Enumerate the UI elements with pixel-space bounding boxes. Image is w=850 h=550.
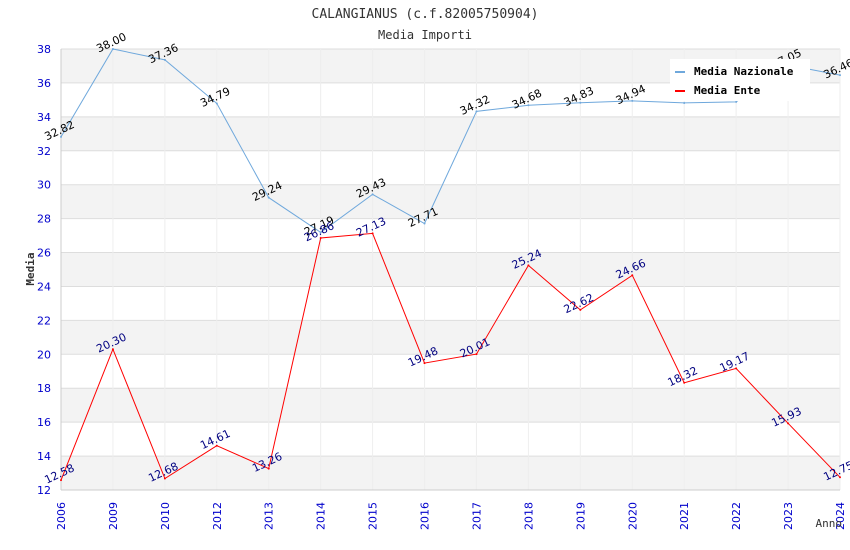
y-tick-label: 32 [37, 145, 51, 158]
data-point-media-nazionale [111, 48, 114, 50]
chart-title: CALANGIANUS (c.f.82005750904) [312, 7, 539, 22]
x-tick-label: 2012 [211, 502, 224, 530]
legend: Media Nazionale Media Ente [670, 59, 810, 101]
x-tick-label: 2006 [55, 502, 68, 530]
series-line-media-ente [60, 232, 841, 481]
data-label-media-ente: 14.61 [198, 427, 232, 452]
data-point-media-nazionale [475, 110, 478, 113]
x-tick-label: 2017 [470, 502, 483, 530]
data-point-media-ente [423, 362, 426, 365]
data-point-media-ente [839, 476, 841, 479]
x-axis-label: Anno [816, 517, 843, 530]
data-point-media-ente [527, 264, 530, 267]
data-point-media-ente [787, 422, 790, 425]
data-label-media-nazionale: 34.94 [614, 82, 648, 107]
data-point-media-nazionale [527, 104, 530, 107]
grid-band [61, 456, 840, 490]
y-tick-label: 14 [37, 450, 51, 463]
data-point-media-ente [579, 308, 582, 311]
y-tick-label: 38 [37, 43, 51, 56]
x-tick-label: 2014 [315, 502, 328, 530]
legend-label: Media Ente [694, 84, 761, 97]
data-point-media-ente [319, 236, 322, 239]
data-label-media-ente: 18.32 [666, 364, 700, 389]
chart-subtitle: Media Importi [378, 28, 472, 42]
y-tick-label: 16 [37, 416, 51, 429]
data-label-media-ente: 22.62 [562, 291, 596, 316]
y-tick-label: 18 [37, 382, 51, 395]
data-label-media-nazionale: 34.68 [510, 87, 544, 112]
data-point-media-nazionale [267, 196, 270, 199]
data-point-media-nazionale [839, 74, 841, 77]
grid-bands [61, 49, 840, 490]
y-axis-ticks: 12 14 16 18 20 22 24 26 28 30 32 34 36 38 [37, 43, 51, 497]
data-point-media-nazionale [423, 222, 426, 225]
x-tick-label: 2022 [730, 502, 743, 530]
data-point-media-ente [163, 477, 166, 480]
grid-band [61, 252, 840, 287]
y-tick-label: 20 [37, 348, 51, 361]
y-tick-label: 24 [37, 280, 51, 293]
x-tick-label: 2024 [834, 502, 847, 530]
grid-band [61, 388, 840, 423]
data-point-media-ente [267, 467, 270, 470]
data-point-media-ente [111, 348, 114, 351]
x-axis-ticks: 2006 2009 2010 2012 2013 2014 2015 2016 2017 2018… [55, 502, 847, 530]
grid-band [61, 184, 840, 219]
y-tick-label: 34 [37, 111, 51, 124]
series-line-media-nazionale [60, 48, 841, 234]
data-point-media-ente [475, 353, 478, 356]
data-point-media-ente [215, 444, 218, 447]
x-tick-label: 2018 [522, 502, 535, 530]
x-tick-label: 2010 [159, 502, 172, 530]
y-axis-label: Media [24, 252, 37, 285]
y-tick-label: 12 [37, 484, 51, 497]
data-point-media-nazionale [163, 58, 166, 61]
y-tick-label: 26 [37, 247, 51, 260]
x-tick-label: 2016 [419, 502, 432, 530]
y-tick-label: 22 [37, 314, 51, 327]
data-point-media-ente [683, 381, 686, 384]
axes [60, 49, 840, 491]
y-tick-label: 30 [37, 179, 51, 192]
data-point-media-ente [735, 367, 738, 370]
x-tick-label: 2023 [782, 502, 795, 530]
grid-band [61, 116, 840, 151]
data-point-media-ente [631, 274, 634, 277]
y-tick-label: 28 [37, 213, 51, 226]
x-tick-label: 2009 [107, 502, 120, 530]
x-tick-label: 2019 [574, 502, 587, 530]
data-point-media-nazionale [735, 100, 738, 103]
x-tick-label: 2021 [678, 502, 691, 530]
grid-band [61, 320, 840, 355]
data-point-media-ente [371, 232, 374, 235]
x-tick-label: 2020 [626, 502, 639, 530]
data-point-media-ente [60, 479, 62, 482]
legend-box [670, 59, 810, 101]
data-point-media-nazionale [319, 231, 322, 234]
data-point-media-nazionale [631, 99, 634, 102]
data-point-media-nazionale [371, 193, 374, 196]
data-label-media-nazionale: 34.83 [562, 84, 596, 109]
data-point-media-nazionale [215, 102, 218, 105]
x-tick-label: 2013 [263, 502, 276, 530]
data-point-media-nazionale [579, 101, 582, 104]
data-point-media-nazionale [60, 135, 62, 138]
legend-label: Media Nazionale [694, 65, 794, 78]
x-tick-label: 2015 [367, 502, 380, 530]
y-tick-label: 36 [37, 77, 51, 90]
data-label-media-nazionale: 34.79 [198, 85, 232, 110]
data-point-media-nazionale [683, 101, 686, 104]
